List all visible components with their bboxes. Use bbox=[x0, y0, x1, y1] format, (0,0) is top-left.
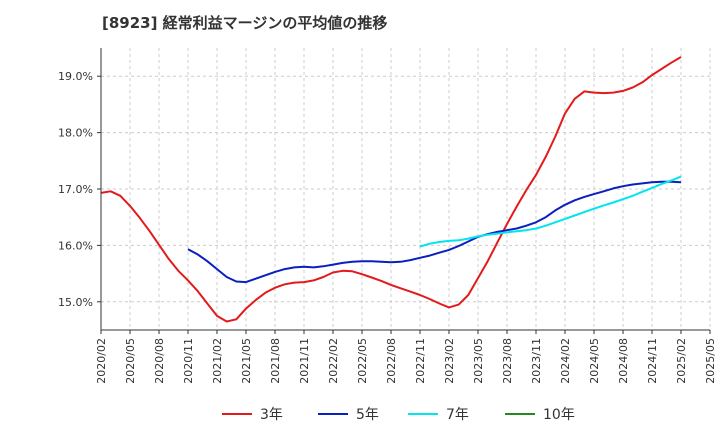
x-tick-label: 2025/05 bbox=[704, 338, 717, 384]
x-tick-label: 2023/05 bbox=[472, 338, 485, 384]
x-tick-label: 2022/02 bbox=[327, 338, 340, 384]
series-line-1 bbox=[187, 180, 682, 284]
x-tick-label: 2023/08 bbox=[501, 338, 514, 384]
x-tick-label: 2021/05 bbox=[240, 338, 253, 384]
y-axis-ticks: 15.0% 16.0% 17.0% 18.0% 19.0% bbox=[58, 70, 101, 309]
x-tick-label: 2024/08 bbox=[617, 338, 630, 384]
y-tick-label: 18.0% bbox=[58, 127, 93, 140]
x-tick-label: 2023/11 bbox=[530, 338, 543, 384]
y-tick-label: 15.0% bbox=[58, 296, 93, 309]
x-tick-label: 2021/08 bbox=[269, 338, 282, 384]
x-tick-label: 2021/02 bbox=[211, 338, 224, 384]
legend-label: 3年 bbox=[260, 407, 283, 423]
series-line-2 bbox=[419, 175, 682, 248]
x-tick-label: 2025/02 bbox=[675, 338, 688, 384]
x-tick-label: 2024/11 bbox=[646, 338, 659, 384]
x-tick-label: 2021/11 bbox=[298, 338, 311, 384]
x-tick-label: 2024/02 bbox=[559, 338, 572, 384]
y-tick-label: 19.0% bbox=[58, 70, 93, 83]
y-tick-label: 16.0% bbox=[58, 239, 93, 252]
grid bbox=[100, 48, 711, 330]
x-tick-label: 2020/02 bbox=[95, 338, 108, 384]
legend-label: 7年 bbox=[446, 407, 469, 423]
x-tick-label: 2020/05 bbox=[124, 338, 137, 384]
legend: 3年 5年 7年 10年 bbox=[222, 407, 575, 423]
legend-label: 5年 bbox=[356, 407, 379, 423]
x-tick-label: 2020/11 bbox=[182, 338, 195, 384]
x-tick-label: 2022/11 bbox=[414, 338, 427, 384]
legend-label: 10年 bbox=[543, 407, 575, 423]
x-tick-label: 2020/08 bbox=[153, 338, 166, 384]
x-tick-label: 2022/08 bbox=[385, 338, 398, 384]
x-tick-label: 2022/05 bbox=[356, 338, 369, 384]
y-tick-label: 17.0% bbox=[58, 183, 93, 196]
x-tick-label: 2024/05 bbox=[588, 338, 601, 384]
x-tick-label: 2023/02 bbox=[443, 338, 456, 384]
series-line-0 bbox=[100, 56, 682, 323]
series-lines bbox=[100, 56, 682, 323]
x-axis-ticks: 2020/02 2020/05 2020/08 2020/11 2021/02 2021/… bbox=[95, 330, 717, 384]
chart-title: [8923] 経常利益マージンの平均値の推移 bbox=[102, 14, 388, 32]
